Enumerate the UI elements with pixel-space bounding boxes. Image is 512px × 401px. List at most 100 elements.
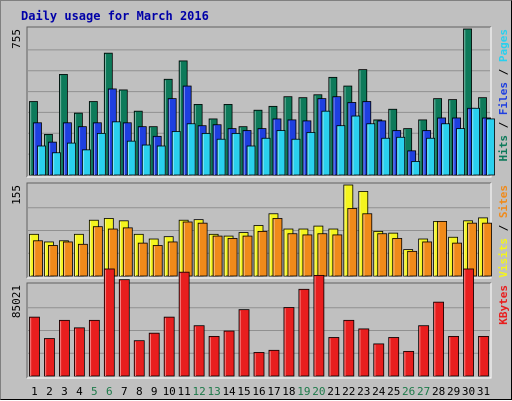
- panel-top: 755 Hits / Files / Pages: [10, 26, 510, 178]
- bar-sites: [242, 235, 253, 277]
- bar-pages: [441, 123, 451, 176]
- bar-sites: [33, 240, 43, 277]
- x-tick-label: 15: [237, 385, 250, 398]
- bar-kbytes: [298, 288, 310, 377]
- bar-sites: [152, 245, 163, 277]
- x-tick-label: 16: [252, 385, 265, 398]
- bar-pages: [126, 140, 136, 176]
- bar-sites: [197, 222, 208, 277]
- bar-kbytes: [118, 279, 130, 377]
- bar-kbytes: [178, 271, 190, 377]
- bar-pages: [351, 115, 361, 176]
- bar-kbytes: [163, 316, 175, 377]
- x-tick-label: 19: [297, 385, 310, 398]
- bar-pages: [306, 132, 316, 176]
- bar-sites: [92, 226, 103, 277]
- bar-pages: [486, 118, 495, 176]
- bar-kbytes: [223, 330, 235, 377]
- panel-border-dark: [26, 282, 491, 378]
- legend-entry: Sites: [497, 185, 510, 218]
- panel-bottom: 85021 KBytes: [10, 268, 510, 379]
- bar-kbytes: [328, 337, 340, 377]
- x-tick-label: 30: [462, 385, 475, 398]
- legend-entry: KBytes: [497, 285, 510, 325]
- series-sites: [33, 208, 492, 277]
- x-tick-label: 25: [387, 385, 400, 398]
- x-tick-label: 18: [282, 385, 295, 398]
- series-pages: [37, 107, 495, 176]
- bar-kbytes: [44, 338, 55, 377]
- bar-sites: [392, 238, 403, 277]
- bar-kbytes: [343, 319, 355, 377]
- bar-pages: [231, 133, 241, 176]
- bar-sites: [227, 238, 238, 277]
- bar-kbytes: [59, 319, 70, 377]
- bar-kbytes: [29, 316, 40, 377]
- bar-kbytes: [463, 268, 474, 377]
- bar-kbytes: [313, 274, 325, 377]
- bar-pages: [37, 145, 46, 176]
- x-tick-label: 13: [207, 385, 220, 398]
- y-max-label: 755: [10, 29, 23, 49]
- x-tick-label: 20: [312, 385, 325, 398]
- x-tick-label: 28: [432, 385, 445, 398]
- bar-kbytes: [133, 340, 145, 377]
- bar-pages: [291, 138, 301, 176]
- bar-pages: [216, 138, 226, 176]
- bar-sites: [137, 242, 148, 277]
- x-tick-label: 10: [163, 385, 176, 398]
- legend: KBytes: [497, 285, 510, 325]
- x-tick-label: 11: [178, 385, 191, 398]
- bar-kbytes: [268, 349, 280, 377]
- bar-pages: [261, 137, 271, 176]
- x-tick-label: 31: [477, 385, 490, 398]
- x-tick-label: 29: [447, 385, 460, 398]
- bar-pages: [411, 161, 421, 176]
- x-tick-label: 4: [76, 385, 83, 398]
- x-tick-label: 6: [106, 385, 113, 398]
- bar-sites: [48, 245, 58, 277]
- bar-pages: [321, 110, 331, 176]
- bar-sites: [77, 243, 88, 277]
- x-tick-label: 12: [193, 385, 206, 398]
- bar-pages: [141, 144, 151, 176]
- bar-kbytes: [478, 335, 489, 377]
- series-kbytes: [29, 268, 489, 377]
- chart-title: Daily usage for March 2016: [21, 9, 209, 23]
- x-tick-label: 24: [372, 385, 386, 398]
- bar-pages: [81, 149, 91, 176]
- panel-border-dark: [26, 182, 491, 278]
- bar-sites: [452, 242, 462, 277]
- bar-pages: [156, 145, 166, 176]
- bar-sites: [272, 218, 283, 277]
- bar-sites: [212, 235, 223, 277]
- bar-sites: [422, 241, 433, 277]
- bar-pages: [426, 137, 436, 176]
- legend-entry: Hits: [497, 135, 510, 162]
- legend-entry: /: [497, 62, 510, 82]
- bar-sites: [332, 234, 343, 277]
- legend-entry: /: [497, 218, 510, 238]
- bar-sites: [287, 233, 298, 277]
- x-tick-label: 22: [342, 385, 355, 398]
- legend-entry: Files: [497, 82, 510, 115]
- bar-sites: [122, 227, 133, 277]
- x-tick-label: 21: [327, 385, 340, 398]
- bar-kbytes: [208, 335, 220, 377]
- bar-kbytes: [238, 309, 250, 377]
- bar-pages: [96, 133, 106, 176]
- bar-pages: [171, 131, 181, 176]
- x-tick-label: 23: [357, 385, 370, 398]
- bar-pages: [336, 125, 346, 176]
- bar-sites: [407, 250, 418, 277]
- bar-kbytes: [253, 352, 265, 377]
- bar-pages: [52, 152, 61, 176]
- x-tick-label: 5: [91, 385, 98, 398]
- bar-pages: [111, 121, 121, 176]
- bar-sites: [362, 213, 373, 277]
- bar-kbytes: [73, 327, 85, 377]
- legend-entry: Visits: [497, 238, 510, 278]
- bar-kbytes: [193, 325, 205, 377]
- bar-pages: [201, 133, 211, 176]
